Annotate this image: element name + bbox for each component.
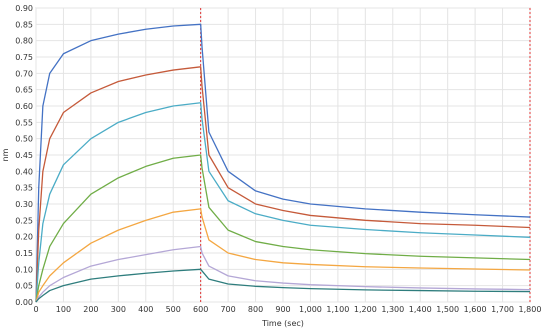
- y-tick-label: 0.85: [15, 20, 33, 29]
- y-tick-label: 0.70: [15, 69, 33, 78]
- y-tick-label: 0.50: [15, 135, 33, 144]
- y-tick-label: 0.55: [15, 118, 33, 127]
- y-tick-label: 0.00: [15, 298, 33, 307]
- y-tick-label: 0.20: [15, 233, 33, 242]
- x-tick-label: 1,100: [326, 305, 349, 314]
- x-tick-label: 1,800: [519, 305, 542, 314]
- series-line: [35, 23, 531, 303]
- x-tick-label: 700: [220, 305, 235, 314]
- x-tick-label: 1,500: [436, 305, 459, 314]
- x-tick-label: 1,600: [464, 305, 487, 314]
- series-line: [35, 66, 531, 303]
- y-tick-label: 0.40: [15, 167, 33, 176]
- x-tick-label: 800: [248, 305, 263, 314]
- series-line: [35, 154, 531, 303]
- x-axis-ticks: 0 100 200 300 400 500 600 700 800 900 1,000 1,100 1,…: [33, 305, 541, 314]
- y-tick-label: 0.05: [15, 282, 33, 291]
- y-tick-label: 0.30: [15, 200, 33, 209]
- series-lines: [35, 23, 531, 303]
- reference-lines: [200, 8, 531, 302]
- x-tick-label: 600: [193, 305, 208, 314]
- y-tick-label: 0.35: [15, 184, 33, 193]
- x-tick-label: 1,200: [354, 305, 377, 314]
- series-line: [35, 268, 531, 303]
- y-tick-label: 0.90: [15, 4, 33, 13]
- x-tick-label: 500: [166, 305, 181, 314]
- x-tick-label: 1,700: [491, 305, 514, 314]
- x-tick-label: 100: [56, 305, 71, 314]
- x-tick-label: 0: [33, 305, 38, 314]
- series-line: [35, 102, 531, 303]
- x-tick-label: 300: [111, 305, 126, 314]
- y-tick-label: 0.65: [15, 86, 33, 95]
- y-tick-label: 0.15: [15, 249, 33, 258]
- y-tick-label: 0.75: [15, 53, 33, 62]
- x-tick-label: 200: [83, 305, 98, 314]
- y-tick-label: 0.45: [15, 151, 33, 160]
- x-axis-title: Time (sec): [261, 319, 304, 328]
- y-tick-label: 0.80: [15, 37, 33, 46]
- y-axis-ticks: 0.00 0.05 0.10 0.15 0.20 0.25 0.30 0.35 0.40 0.45…: [15, 4, 33, 307]
- x-tick-label: 1,400: [409, 305, 432, 314]
- series-line: [35, 208, 531, 303]
- x-tick-label: 1,000: [299, 305, 322, 314]
- x-tick-label: 900: [275, 305, 290, 314]
- y-tick-label: 0.60: [15, 102, 33, 111]
- y-axis-title: nm: [1, 148, 10, 161]
- x-tick-label: 1,300: [381, 305, 404, 314]
- x-tick-label: 400: [138, 305, 153, 314]
- y-tick-label: 0.10: [15, 265, 33, 274]
- y-tick-label: 0.25: [15, 216, 33, 225]
- series-line: [35, 245, 531, 303]
